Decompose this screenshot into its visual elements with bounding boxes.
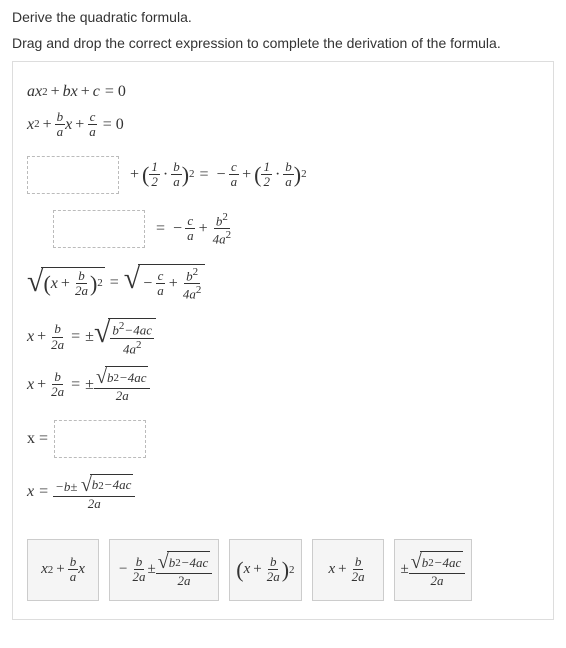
instruction-line-1: Derive the quadratic formula. <box>12 8 554 28</box>
equation-line-8: x = <box>27 420 539 458</box>
tile-1[interactable]: x2+ ba x <box>27 539 99 601</box>
equation-line-2: x2 + ba x + ca = 0 <box>27 110 539 140</box>
tile-5[interactable]: ± b2−4ac 2a <box>394 539 473 601</box>
equation-line-4: = − ca + b24a2 <box>27 210 539 248</box>
tile-3[interactable]: (x+ b2a )2 <box>229 539 301 601</box>
equation-line-7: x+ b2a =± b2−4ac 2a <box>27 366 539 403</box>
dropzone-1[interactable] <box>27 156 119 194</box>
dropzone-3[interactable] <box>54 420 146 458</box>
dropzone-2[interactable] <box>53 210 145 248</box>
tile-2[interactable]: − b2a ± b2−4ac 2a <box>109 539 219 601</box>
equation-line-6: x+ b2a =± b2−4ac 4a2 <box>27 318 539 356</box>
instruction-line-2: Drag and drop the correct expression to … <box>12 34 554 54</box>
equation-line-5: (x+ b2a )2 = − ca + b24a2 <box>27 264 539 302</box>
equation-line-3: + ( 12 · ba )2 = − ca + ( 12 · ba )2 <box>27 156 539 194</box>
tile-tray: x2+ ba x − b2a ± b2−4ac 2a (x+ b2a )2 x+… <box>27 539 539 601</box>
equation-line-1: ax2 +bx +c = 0 <box>27 84 539 100</box>
tile-4[interactable]: x+ b2a <box>312 539 384 601</box>
derivation-box: ax2 +bx +c = 0 x2 + ba x + ca = 0 + ( 12… <box>12 61 554 620</box>
equation-line-final: x= −b± b2−4ac 2a <box>27 474 539 511</box>
